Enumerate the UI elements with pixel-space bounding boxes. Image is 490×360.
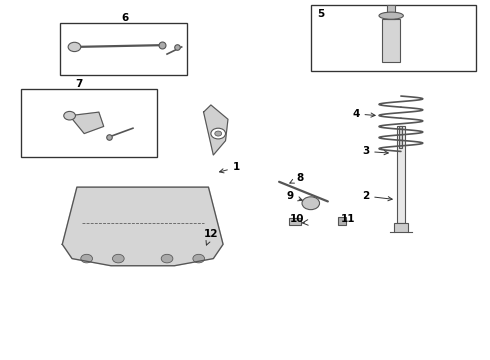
Circle shape (302, 197, 319, 210)
Circle shape (193, 254, 204, 263)
Ellipse shape (379, 12, 403, 19)
Bar (60, 23, 187, 75)
Circle shape (215, 131, 221, 136)
Bar (396, 126, 405, 223)
Bar (387, 5, 395, 19)
Text: 9: 9 (287, 191, 302, 201)
Bar (21, 89, 157, 157)
Text: 2: 2 (362, 191, 392, 201)
Circle shape (68, 42, 81, 51)
Bar (393, 223, 408, 232)
Circle shape (81, 254, 93, 263)
Circle shape (64, 111, 75, 120)
Text: 4: 4 (352, 109, 375, 119)
Text: 10: 10 (290, 214, 305, 224)
Text: 7: 7 (75, 79, 83, 89)
Polygon shape (70, 112, 104, 134)
Polygon shape (62, 187, 223, 266)
Text: 12: 12 (204, 229, 218, 245)
Text: 6: 6 (122, 13, 129, 23)
Bar (289, 218, 301, 225)
Circle shape (211, 128, 225, 139)
Polygon shape (203, 105, 228, 155)
Text: 1: 1 (220, 162, 240, 173)
Text: 8: 8 (290, 173, 303, 183)
Circle shape (113, 254, 124, 263)
Bar (382, 19, 400, 62)
Circle shape (161, 254, 173, 263)
Bar (399, 126, 402, 148)
Text: 5: 5 (317, 9, 324, 19)
Text: 3: 3 (362, 147, 388, 157)
Text: 11: 11 (341, 214, 355, 224)
Bar (311, 5, 476, 71)
